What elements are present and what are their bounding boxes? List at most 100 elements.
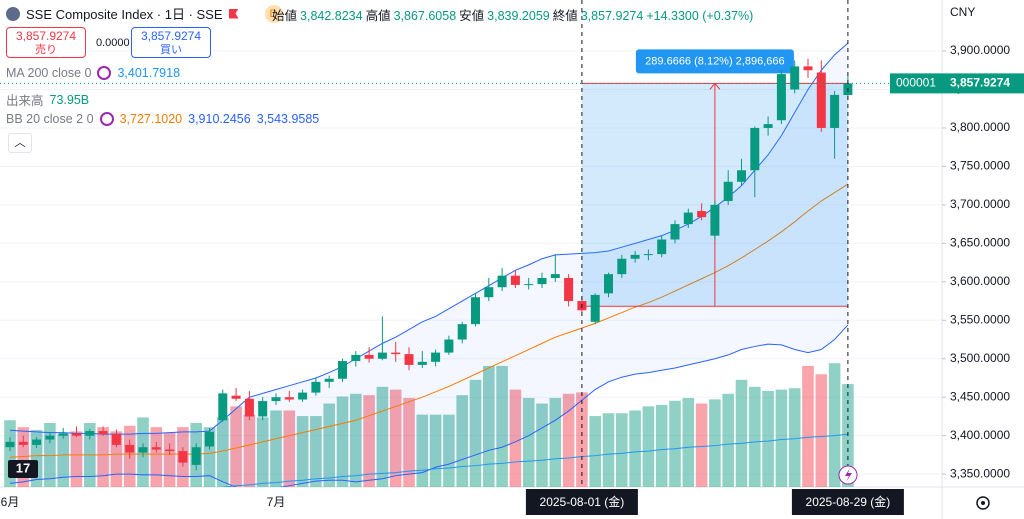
volume-bar: [376, 386, 389, 487]
price-tag-bg: [942, 73, 1024, 94]
candle-body: [138, 447, 148, 453]
ohlc-label: 安値: [459, 9, 485, 23]
x-tick-label: 7月: [267, 495, 286, 509]
buy-button[interactable]: 3,857.9274 買い: [131, 27, 211, 58]
volume-bar: [270, 410, 282, 487]
volume-bar: [469, 379, 482, 487]
ohlc-label: 終値: [552, 9, 578, 23]
bb-legend: BB 20 close 2 0 3,727.1020 3,910.2456 3,543…: [6, 112, 319, 126]
candle-body: [657, 239, 667, 255]
candle-body: [151, 447, 161, 450]
candle-body: [311, 381, 321, 393]
candle-body: [776, 74, 786, 121]
candle-body: [85, 431, 95, 436]
volume-bar: [709, 399, 721, 487]
y-tick-label: 3,750.0000: [950, 159, 1010, 173]
sell-button[interactable]: 3,857.9274 売り: [6, 27, 86, 58]
candle-body: [510, 275, 520, 285]
candle-body: [590, 294, 600, 322]
volume-bar: [350, 393, 362, 487]
symbol-title[interactable]: SSE Composite Index · 1日 · SSE: [26, 7, 223, 22]
volume-bar: [522, 397, 535, 487]
volume-bar: [456, 395, 468, 487]
y-tick-label: 3,900.0000: [950, 43, 1010, 57]
bb-upper-line: [9, 42, 849, 435]
tv-logo: 17: [8, 460, 38, 478]
bb-icon[interactable]: [99, 112, 114, 126]
volume-bar: [429, 414, 442, 487]
candle-body: [377, 352, 387, 359]
buy-price: 3,857.9274: [140, 29, 202, 43]
collapse-button[interactable]: ︿: [8, 133, 32, 153]
volume-name: 出来高: [6, 94, 44, 108]
candle-body: [5, 441, 15, 448]
volume-bar: [443, 414, 455, 487]
volume-bar: [296, 416, 309, 487]
volume-bar: [749, 386, 761, 487]
volume-bar: [150, 427, 163, 487]
candle-body: [338, 361, 347, 379]
ma-icon[interactable]: [97, 66, 112, 80]
y-tick-label: 3,500.0000: [950, 351, 1010, 365]
volume-bar: [203, 427, 216, 487]
candle-body: [72, 433, 81, 436]
candle-body: [803, 66, 813, 71]
volume-value: 73.95B: [49, 92, 90, 107]
volume-bar: [110, 431, 123, 487]
y-tick-label: 3,600.0000: [950, 274, 1010, 288]
candle-body: [45, 435, 55, 440]
x-tick-label: 2025-08-01 (金): [540, 494, 625, 509]
y-tick-label: 3,450.0000: [950, 389, 1010, 403]
candle-body: [816, 72, 826, 128]
volume-legend: 出来高 73.95B: [6, 90, 89, 109]
volume-bar: [217, 417, 229, 487]
alert-icon[interactable]: [838, 465, 858, 485]
volume-bar: [695, 403, 708, 487]
candle-body: [550, 274, 560, 278]
symbol-tag: 000001: [896, 76, 936, 90]
candle-body: [98, 431, 108, 435]
volume-bar: [602, 413, 615, 487]
candle-body: [284, 397, 294, 400]
svg-text:17: 17: [16, 460, 30, 475]
candle-body: [604, 274, 613, 294]
volume-bar: [669, 400, 681, 487]
candle-body: [218, 393, 228, 421]
x-label-bg: [791, 489, 904, 515]
volume-bar: [416, 414, 429, 487]
y-tick-label: 3,350.0000: [950, 466, 1010, 480]
volume-bar: [363, 395, 375, 487]
candle-body: [524, 284, 534, 286]
volume-bar: [576, 392, 588, 487]
candle-body: [165, 449, 175, 452]
flag-icon[interactable]: [228, 8, 239, 19]
candle-body: [471, 297, 480, 325]
candle-body: [231, 395, 241, 399]
volume-bar: [616, 413, 628, 487]
ohlc-legend: 始値 3,842.8234 高値 3,867.6058 安値 3,839.2059 終値 3,…: [272, 5, 756, 24]
volume-bar: [642, 406, 655, 487]
ohlc-value: 3,867.6058: [393, 9, 457, 23]
y-tick-label: 3,550.0000: [950, 312, 1010, 326]
ohlc-label: 高値: [365, 9, 391, 23]
buy-label: 買い: [160, 44, 182, 56]
sell-label: 売り: [35, 44, 57, 56]
settings-icon[interactable]: [976, 496, 990, 510]
candle-body: [324, 378, 334, 382]
y-tick-label: 3,800.0000: [950, 120, 1010, 134]
candle-body: [617, 258, 627, 275]
volume-bar: [57, 434, 69, 487]
volume-bar: [30, 429, 43, 487]
candle-body: [298, 392, 308, 400]
ohlc-value: 3,842.8234: [300, 9, 363, 23]
volume-bar: [256, 417, 269, 487]
volume-bar: [815, 374, 828, 487]
ma-line: [218, 433, 848, 487]
volume-bar: [336, 396, 349, 487]
spread: 0.0000: [96, 37, 130, 49]
candle-body: [537, 277, 547, 285]
ohlc-value: 3,839.2059: [487, 9, 550, 23]
x-label-bg: [525, 489, 638, 515]
ma-legend: MA 200 close 0 3,401.7918: [6, 66, 180, 80]
